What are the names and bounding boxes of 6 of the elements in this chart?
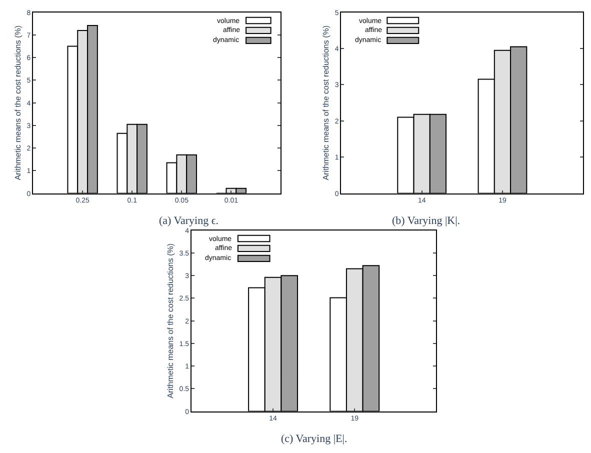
text: (b) Varying |K|. bbox=[392, 215, 460, 227]
text: (a) Varying ϵ. bbox=[159, 215, 219, 227]
text: (c) Varying |E|. bbox=[281, 433, 348, 445]
y-axis-title: Arithmetic means of the cost reductions (%) bbox=[13, 25, 22, 180]
y-axis-title: Arithmetic means of the cost reductions (%) bbox=[166, 243, 176, 398]
y-axis-title: Arithmetic means of the cost reductions (%) bbox=[322, 25, 331, 180]
